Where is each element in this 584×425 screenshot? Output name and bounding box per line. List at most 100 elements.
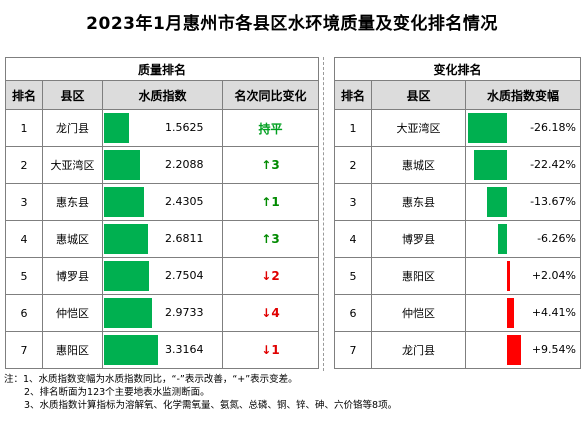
worsen-bar [507, 335, 521, 365]
rank-cell: 4 [334, 220, 372, 258]
rank-change-cell: ↑3 [222, 146, 319, 184]
index-bar [104, 261, 149, 291]
rank-change-cell: ↑3 [222, 220, 319, 258]
arrow-down-icon: ↓ [261, 343, 272, 357]
table-row: 6 仲恺区 +4.41% [334, 294, 581, 332]
index-value: 2.6811 [165, 232, 204, 245]
rank-cell: 2 [5, 146, 43, 184]
rank-change-value: 4 [271, 306, 280, 320]
district-cell: 博罗县 [42, 257, 103, 295]
rank-cell: 6 [334, 294, 372, 332]
table-row: 4 博罗县 -6.26% [334, 220, 581, 258]
index-change-value: +4.41% [531, 306, 576, 319]
index-change-cell: -22.42% [465, 146, 581, 184]
table-row: 4 惠城区 2.6811 ↑3 [5, 220, 319, 258]
change-ranking-table: 变化排名 排名 县区 水质指数变幅 1 大亚湾区 -26.18% 2 惠城区 -22.42… [334, 57, 581, 369]
table-row: 1 大亚湾区 -26.18% [334, 109, 581, 147]
district-cell: 惠城区 [371, 146, 466, 184]
index-value: 1.5625 [165, 121, 204, 134]
quality-ranking-table: 质量排名 排名 县区 水质指数 名次同比变化 1 龙门县 1.5625 持平 2 大亚湾区… [5, 57, 319, 369]
index-cell: 2.2088 [102, 146, 223, 184]
rank-change-cell: ↓1 [222, 331, 319, 369]
col-header-index-change: 水质指数变幅 [465, 80, 581, 110]
rank-cell: 7 [334, 331, 372, 369]
index-value: 3.3164 [165, 343, 204, 356]
rank-change-value: 1 [271, 195, 280, 209]
footnote-1: 注：1、水质指数变幅为水质指数同比，“-”表示改善，“+”表示变差。 [4, 374, 298, 385]
footnote-2: 2、排名断面为123个主要地表水监测断面。 [24, 387, 210, 398]
index-change-value: -22.42% [530, 158, 576, 171]
rank-change-cell: ↓4 [222, 294, 319, 332]
index-cell: 2.4305 [102, 183, 223, 221]
index-value: 2.2088 [165, 158, 204, 171]
rank-change-cell: ↑1 [222, 183, 319, 221]
district-cell: 惠城区 [42, 220, 103, 258]
index-change-cell: +4.41% [465, 294, 581, 332]
district-cell: 龙门县 [371, 331, 466, 369]
arrow-down-icon: ↓ [261, 306, 272, 320]
table-row: 5 惠阳区 +2.04% [334, 257, 581, 295]
change-section-heading: 变化排名 [334, 57, 581, 81]
arrow-down-icon: ↓ [261, 269, 272, 283]
arrow-up-icon: ↑ [261, 195, 272, 209]
rank-cell: 5 [334, 257, 372, 295]
table-row: 7 惠阳区 3.3164 ↓1 [5, 331, 319, 369]
index-cell: 3.3164 [102, 331, 223, 369]
rank-cell: 1 [334, 109, 372, 147]
col-header-rank: 排名 [334, 80, 372, 110]
table-row: 3 惠东县 -13.67% [334, 183, 581, 221]
rank-cell: 2 [334, 146, 372, 184]
index-change-value: +9.54% [531, 343, 576, 356]
index-change-value: +2.04% [531, 269, 576, 282]
index-cell: 2.7504 [102, 257, 223, 295]
rank-change-cell: ↓2 [222, 257, 319, 295]
table-row: 5 博罗县 2.7504 ↓2 [5, 257, 319, 295]
index-value: 2.9733 [165, 306, 204, 319]
rank-cell: 6 [5, 294, 43, 332]
table-row: 1 龙门县 1.5625 持平 [5, 109, 319, 147]
rank-change-value: 2 [271, 269, 280, 283]
table-row: 2 惠城区 -22.42% [334, 146, 581, 184]
district-cell: 惠东县 [371, 183, 466, 221]
district-cell: 仲恺区 [371, 294, 466, 332]
index-bar [104, 335, 158, 365]
improve-bar [487, 187, 507, 217]
district-cell: 仲恺区 [42, 294, 103, 332]
index-cell: 2.6811 [102, 220, 223, 258]
footnotes: 注：1、水质指数变幅为水质指数同比，“-”表示改善，“+”表示变差。 2、排名断… [4, 373, 580, 412]
col-header-rank: 排名 [5, 80, 43, 110]
index-change-cell: -13.67% [465, 183, 581, 221]
index-cell: 1.5625 [102, 109, 223, 147]
table-divider [323, 57, 324, 371]
worsen-bar [507, 298, 514, 328]
index-value: 2.7504 [165, 269, 204, 282]
rank-cell: 7 [5, 331, 43, 369]
worsen-bar [507, 261, 510, 291]
table-row: 3 惠东县 2.4305 ↑1 [5, 183, 319, 221]
table-row: 2 大亚湾区 2.2088 ↑3 [5, 146, 319, 184]
index-change-cell: +9.54% [465, 331, 581, 369]
table-row: 7 龙门县 +9.54% [334, 331, 581, 369]
index-change-value: -26.18% [530, 121, 576, 134]
index-cell: 2.9733 [102, 294, 223, 332]
district-cell: 博罗县 [371, 220, 466, 258]
page-title: 2023年1月惠州市各县区水环境质量及变化排名情况 [86, 14, 498, 34]
index-change-value: -6.26% [537, 232, 576, 245]
district-cell: 惠阳区 [371, 257, 466, 295]
index-change-cell: -6.26% [465, 220, 581, 258]
index-bar [104, 150, 140, 180]
arrow-up-icon: ↑ [261, 232, 272, 246]
index-bar [104, 113, 129, 143]
rank-change-cell: 持平 [222, 109, 319, 147]
rank-cell: 3 [334, 183, 372, 221]
table-row: 6 仲恺区 2.9733 ↓4 [5, 294, 319, 332]
rank-cell: 3 [5, 183, 43, 221]
rank-cell: 5 [5, 257, 43, 295]
improve-bar [498, 224, 507, 254]
index-bar [104, 224, 148, 254]
quality-section-heading: 质量排名 [5, 57, 319, 81]
rank-change-value: 3 [271, 158, 280, 172]
rank-change-value: 1 [271, 343, 280, 357]
district-cell: 龙门县 [42, 109, 103, 147]
rank-change-value: 持平 [258, 121, 283, 136]
